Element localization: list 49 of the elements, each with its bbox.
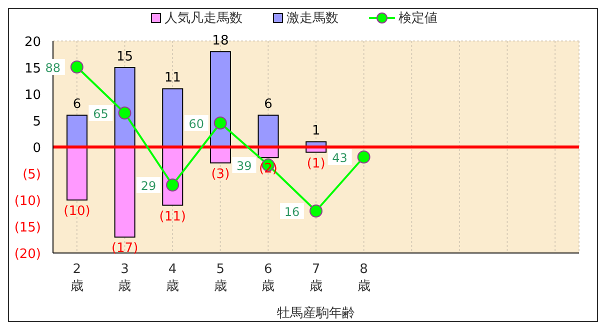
x-tick-label: 2歳: [70, 262, 84, 294]
data-label: 1: [312, 124, 320, 139]
bar: [114, 146, 136, 238]
data-label: 39: [236, 159, 252, 173]
bar: [66, 146, 88, 200]
data-label: (1): [306, 156, 326, 172]
bar: [162, 88, 184, 148]
point: [118, 106, 132, 120]
data-label: 6: [264, 97, 272, 112]
y-tick-label: 5: [32, 114, 41, 130]
y-tick-label: 15: [24, 62, 41, 76]
data-label: 11: [164, 70, 181, 86]
legend-label: 激走馬数: [286, 10, 338, 27]
y-tick-label: (10): [14, 194, 41, 209]
x-axis-title: 牡馬産駒年齢: [277, 305, 355, 321]
data-label: 6: [72, 97, 82, 112]
point: [310, 204, 322, 218]
legend-label: 人気凡走馬数: [164, 10, 242, 27]
y-tick-label: (15): [14, 220, 41, 236]
data-label: 65: [93, 107, 108, 121]
y-tick-label: 20: [24, 35, 41, 50]
y-tick-label: (20): [14, 247, 41, 262]
x-tick-label: 3歳: [118, 262, 132, 294]
data-label: (3): [211, 166, 230, 182]
point: [357, 150, 370, 164]
data-label: 15: [116, 50, 134, 64]
data-label: 43: [332, 151, 348, 165]
y-tick-label: 10: [24, 88, 41, 103]
point: [166, 178, 180, 192]
data-label: (11): [159, 209, 186, 224]
data-label: 16: [284, 205, 300, 219]
y-tick-label: (5): [22, 168, 41, 182]
point: [70, 60, 84, 74]
bar: [66, 114, 88, 148]
data-label: 88: [45, 61, 61, 75]
x-tick-label: 4歳: [166, 262, 180, 294]
data-label: (17): [111, 241, 138, 256]
data-label: 60: [188, 117, 204, 131]
x-tick-label: 6歳: [262, 262, 275, 294]
data-label: 18: [212, 34, 229, 49]
data-label: 29: [140, 179, 156, 193]
bar: [258, 114, 279, 148]
x-tick-label: 8歳: [357, 262, 370, 294]
point: [214, 116, 227, 130]
y-tick-label: 0: [32, 141, 41, 156]
data-label: (10): [64, 204, 90, 219]
x-tick-label: 7歳: [310, 262, 322, 294]
legend-label: 検定値: [398, 10, 438, 27]
x-tick-label: 5歳: [214, 262, 227, 294]
